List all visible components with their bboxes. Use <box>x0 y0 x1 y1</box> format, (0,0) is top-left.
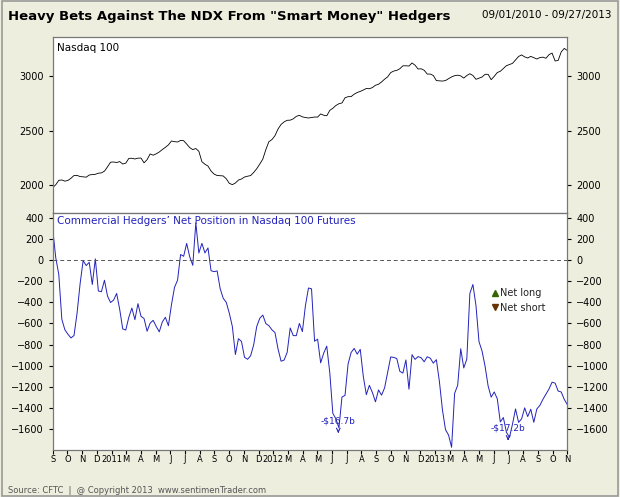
Text: Nasdaq 100: Nasdaq 100 <box>57 43 119 53</box>
Legend: Net long, Net short: Net long, Net short <box>489 284 549 317</box>
Text: -$16.7b: -$16.7b <box>321 416 356 432</box>
Text: Source: CFTC  |  @ Copyright 2013  www.sentimenTrader.com: Source: CFTC | @ Copyright 2013 www.sent… <box>8 486 266 495</box>
Text: Heavy Bets Against The NDX From "Smart Money" Hedgers: Heavy Bets Against The NDX From "Smart M… <box>8 10 451 23</box>
Text: -$18.6b: -$18.6b <box>0 496 1 497</box>
Text: Commercial Hedgers’ Net Position in Nasdaq 100 Futures: Commercial Hedgers’ Net Position in Nasd… <box>57 216 355 226</box>
Text: 09/01/2010 - 09/27/2013: 09/01/2010 - 09/27/2013 <box>482 10 612 20</box>
Text: -$17.2b: -$17.2b <box>491 424 526 439</box>
